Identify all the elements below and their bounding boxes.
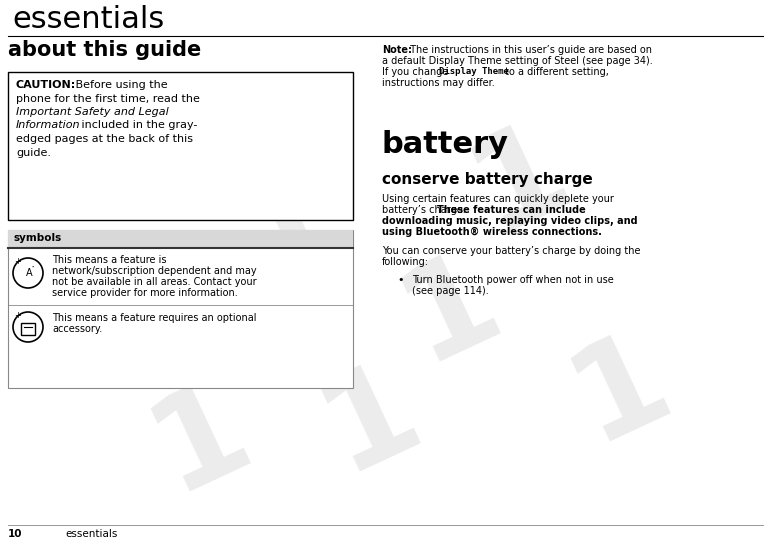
Text: about this guide: about this guide (8, 40, 201, 60)
Text: +: + (15, 257, 22, 265)
Text: 1: 1 (221, 153, 359, 307)
Text: instructions may differ.: instructions may differ. (382, 78, 495, 88)
Text: You can conserve your battery’s charge by doing the: You can conserve your battery’s charge b… (382, 246, 641, 256)
Text: service provider for more information.: service provider for more information. (52, 288, 237, 298)
Text: Before using the: Before using the (72, 80, 167, 90)
Text: essentials: essentials (12, 5, 164, 34)
Text: conserve battery charge: conserve battery charge (382, 172, 593, 187)
Text: symbols: symbols (13, 233, 61, 243)
Text: (see page 114).: (see page 114). (412, 286, 489, 296)
Text: 10: 10 (8, 529, 22, 539)
Text: battery’s charge.: battery’s charge. (382, 205, 469, 215)
Text: accessory.: accessory. (52, 324, 103, 334)
Text: 1: 1 (132, 363, 268, 517)
Text: 1: 1 (301, 343, 439, 497)
Text: +: + (15, 311, 22, 319)
Text: included in the gray-: included in the gray- (78, 120, 197, 131)
Text: 1: 1 (52, 243, 188, 397)
Bar (21, 323, 35, 335)
Text: phone for the first time, read the: phone for the first time, read the (16, 94, 200, 103)
Text: edged pages at the back of this: edged pages at the back of this (16, 134, 193, 144)
Text: This means a feature requires an optional: This means a feature requires an optiona… (52, 313, 257, 323)
Text: 1: 1 (551, 313, 689, 467)
Text: using Bluetooth® wireless connections.: using Bluetooth® wireless connections. (382, 227, 602, 237)
Text: These features can include: These features can include (437, 205, 586, 215)
Text: Display Theme: Display Theme (439, 67, 509, 76)
Text: 1: 1 (452, 103, 588, 257)
Text: This means a feature is: This means a feature is (52, 255, 167, 265)
Text: If you change: If you change (382, 67, 452, 77)
Text: downloading music, replaying video clips, and: downloading music, replaying video clips… (382, 216, 638, 226)
Text: •: • (397, 275, 403, 285)
Text: guide.: guide. (16, 148, 51, 158)
Text: a default Display Theme setting of Steel (see page 34).: a default Display Theme setting of Steel… (382, 56, 653, 66)
Text: 1: 1 (382, 233, 518, 387)
Text: A: A (25, 268, 32, 278)
Text: The instructions in this user’s guide are based on: The instructions in this user’s guide ar… (407, 45, 652, 55)
Bar (8, 230, 353, 388)
Text: CAUTION:: CAUTION: (16, 80, 76, 90)
Text: 1: 1 (92, 83, 228, 237)
Text: Information: Information (16, 120, 80, 131)
Text: Turn Bluetooth power off when not in use: Turn Bluetooth power off when not in use (412, 275, 614, 285)
Text: ’’: ’’ (32, 265, 35, 271)
Text: Using certain features can quickly deplete your: Using certain features can quickly deple… (382, 194, 614, 204)
Text: network/subscription dependent and may: network/subscription dependent and may (52, 266, 257, 276)
Text: not be available in all areas. Contact your: not be available in all areas. Contact y… (52, 277, 257, 287)
Text: Note:: Note: (382, 45, 412, 55)
Text: following:: following: (382, 257, 429, 267)
Text: to a different setting,: to a different setting, (502, 67, 609, 77)
Bar (8, 230, 353, 248)
Text: Important Safety and Legal: Important Safety and Legal (16, 107, 169, 117)
Text: essentials: essentials (65, 529, 117, 539)
Text: battery: battery (382, 130, 509, 159)
Bar (8, 72, 353, 220)
